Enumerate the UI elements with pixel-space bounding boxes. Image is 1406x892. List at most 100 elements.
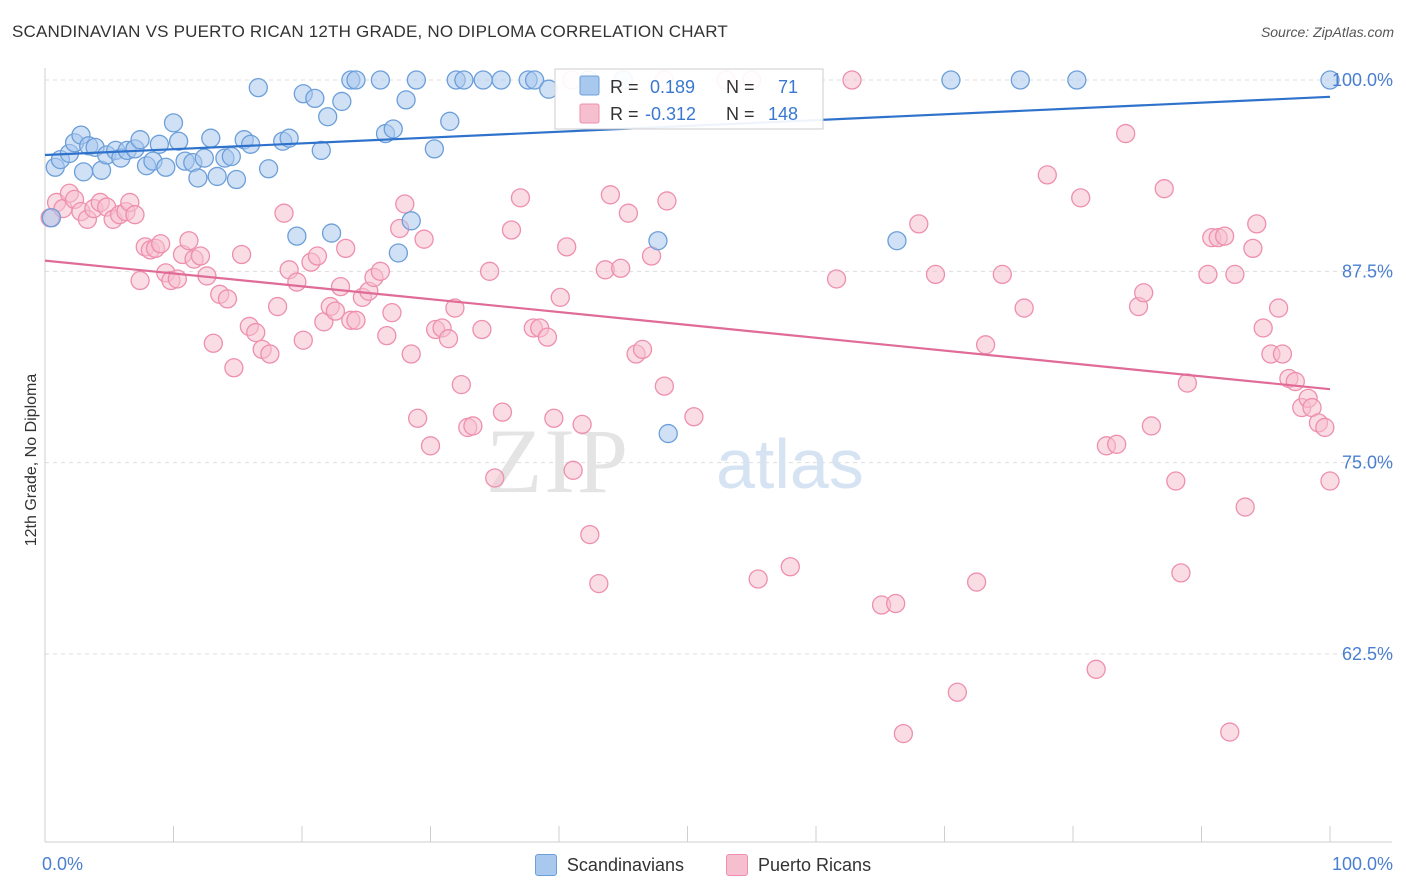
chart-title: SCANDINAVIAN VS PUERTO RICAN 12TH GRADE,… bbox=[12, 22, 728, 41]
data-point bbox=[454, 70, 474, 90]
data-point bbox=[473, 70, 493, 90]
legend-swatch-scandinavians bbox=[534, 854, 557, 876]
data-point bbox=[1171, 563, 1191, 583]
data-point bbox=[293, 330, 313, 350]
x-tick-labels: 0.0% 100.0% bbox=[42, 854, 1393, 874]
data-point bbox=[975, 335, 996, 355]
data-point bbox=[1067, 70, 1087, 90]
data-point bbox=[1214, 226, 1235, 246]
data-point bbox=[440, 111, 460, 131]
y-tick-labels: 62.5% 75.0% 87.5% 100.0% bbox=[1332, 70, 1393, 664]
legend-item-puerto-ricans[interactable]: Puerto Ricans bbox=[726, 854, 871, 876]
data-point bbox=[648, 231, 668, 251]
data-point bbox=[395, 194, 415, 214]
source-label: Source: ZipAtlas.com bbox=[1260, 24, 1394, 40]
data-point bbox=[1154, 179, 1174, 199]
data-point bbox=[887, 231, 907, 251]
puerto-ricans-points bbox=[40, 70, 1340, 744]
data-point bbox=[396, 90, 416, 110]
data-point bbox=[325, 301, 346, 321]
data-point bbox=[544, 408, 564, 428]
data-point bbox=[346, 310, 366, 330]
data-point bbox=[657, 191, 677, 211]
data-point bbox=[658, 423, 678, 444]
data-point bbox=[1014, 298, 1034, 318]
legend-r-value-2: -0.312 bbox=[645, 104, 696, 124]
data-point bbox=[73, 162, 94, 182]
data-point bbox=[618, 203, 639, 223]
data-point bbox=[407, 408, 428, 428]
data-point bbox=[179, 231, 199, 251]
data-point bbox=[150, 234, 171, 254]
data-point bbox=[463, 416, 483, 436]
data-point bbox=[1134, 283, 1154, 303]
data-point bbox=[201, 128, 221, 148]
data-point bbox=[1198, 264, 1218, 285]
data-point bbox=[41, 208, 62, 228]
data-point bbox=[947, 682, 967, 702]
data-point bbox=[472, 319, 492, 340]
data-point bbox=[156, 157, 176, 177]
data-point bbox=[842, 70, 862, 90]
x-tick-label-min: 0.0% bbox=[42, 854, 83, 874]
data-point bbox=[1272, 344, 1293, 364]
data-point bbox=[611, 258, 631, 278]
data-point bbox=[311, 140, 331, 161]
x-tick-label-max: 100.0% bbox=[1332, 854, 1393, 874]
data-point bbox=[893, 723, 914, 744]
data-point bbox=[501, 220, 522, 240]
data-point bbox=[438, 329, 459, 349]
data-point bbox=[424, 139, 445, 159]
data-point bbox=[1268, 298, 1289, 318]
data-point bbox=[1166, 471, 1186, 491]
data-point bbox=[420, 436, 441, 456]
data-point bbox=[1107, 434, 1127, 454]
data-point bbox=[451, 374, 471, 395]
data-point bbox=[479, 261, 500, 281]
data-point bbox=[1320, 471, 1340, 491]
data-point bbox=[246, 322, 266, 343]
data-point bbox=[307, 246, 328, 266]
legend-item-scandinavians[interactable]: Scandinavians bbox=[534, 854, 685, 876]
data-point bbox=[600, 185, 621, 205]
data-point bbox=[203, 333, 223, 353]
legend-r-value-1: 0.189 bbox=[645, 77, 695, 97]
data-point bbox=[318, 107, 338, 127]
data-point bbox=[492, 402, 513, 422]
data-point bbox=[190, 246, 211, 266]
data-point bbox=[231, 244, 252, 265]
data-point bbox=[1116, 123, 1136, 144]
data-point bbox=[941, 70, 961, 90]
legend-label-scandinavians: Scandinavians bbox=[566, 854, 685, 875]
legend-swatch-pink bbox=[579, 103, 600, 124]
data-point bbox=[1010, 70, 1030, 90]
watermark: ZIP atlas bbox=[486, 410, 864, 512]
y-tick-label: 75.0% bbox=[1342, 453, 1393, 473]
data-point bbox=[240, 134, 261, 154]
legend-n-label-1: N = bbox=[726, 77, 755, 97]
data-point bbox=[537, 327, 558, 347]
legend-r-label-1: R = bbox=[610, 77, 639, 97]
data-point bbox=[1177, 373, 1198, 393]
data-point bbox=[563, 460, 583, 480]
data-point bbox=[654, 376, 675, 396]
data-point bbox=[194, 148, 214, 168]
data-point bbox=[572, 414, 592, 435]
data-point bbox=[224, 358, 244, 378]
data-point bbox=[332, 91, 352, 112]
data-point bbox=[305, 88, 325, 109]
data-point bbox=[226, 169, 247, 190]
watermark-atlas: atlas bbox=[716, 425, 864, 503]
data-point bbox=[321, 223, 342, 243]
data-point bbox=[406, 70, 427, 90]
y-tick-label: 87.5% bbox=[1342, 261, 1393, 281]
data-point bbox=[168, 131, 189, 151]
data-point bbox=[336, 238, 356, 259]
data-point bbox=[221, 146, 241, 167]
data-point bbox=[383, 119, 403, 139]
data-point bbox=[780, 557, 800, 577]
data-point bbox=[1320, 70, 1340, 90]
data-point bbox=[632, 339, 653, 360]
data-point bbox=[346, 70, 366, 90]
